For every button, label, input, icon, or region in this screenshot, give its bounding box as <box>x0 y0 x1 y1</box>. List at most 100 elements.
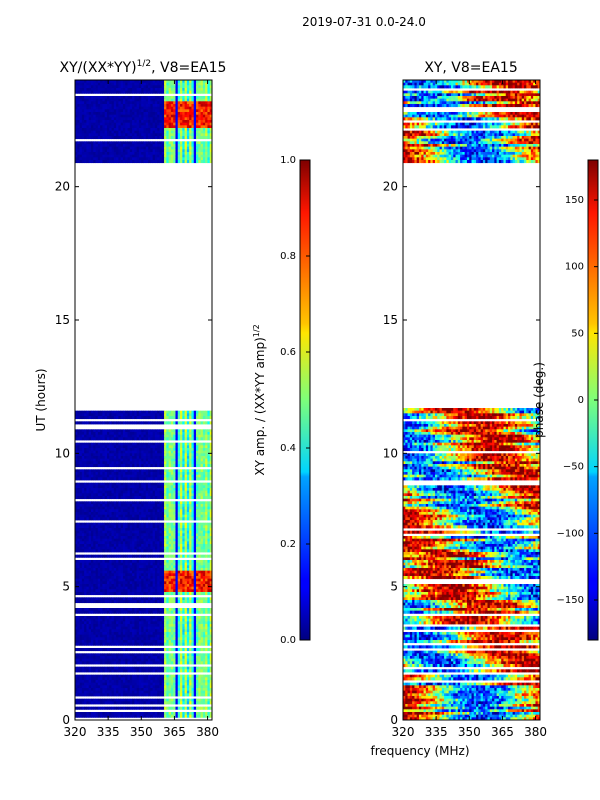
heatmap-cell <box>109 157 112 161</box>
heatmap-cell <box>141 80 144 84</box>
heatmap-cell <box>125 125 128 129</box>
heatmap-cell <box>191 514 195 518</box>
heatmap-cell <box>170 122 174 126</box>
heatmap-cell <box>79 101 83 105</box>
heatmap-cell <box>205 525 208 529</box>
heatmap-cell <box>106 560 110 564</box>
heatmap-cell <box>166 504 170 508</box>
heatmap-cell <box>145 568 149 572</box>
heatmap-cell <box>143 509 147 513</box>
heatmap-cell <box>88 128 92 132</box>
heatmap-cell <box>180 133 183 137</box>
heatmap-cell <box>113 456 117 460</box>
heatmap-cell <box>129 437 133 441</box>
heatmap-cell <box>102 125 106 129</box>
heatmap-cell <box>170 533 174 537</box>
heatmap-cell <box>205 429 208 433</box>
heatmap-cell <box>97 538 101 542</box>
heatmap-cell <box>122 141 126 145</box>
heatmap-cell <box>196 101 199 105</box>
heatmap-cell <box>122 546 126 550</box>
heatmap-cell <box>164 546 167 550</box>
heatmap-cell <box>161 106 165 110</box>
heatmap-cell <box>109 90 112 94</box>
heatmap-cell <box>168 546 172 550</box>
heatmap-cell <box>125 538 128 542</box>
heatmap-cell <box>189 413 192 417</box>
heatmap-cell <box>90 506 94 510</box>
heatmap-cell <box>202 90 206 94</box>
heatmap-cell <box>177 157 181 161</box>
heatmap-cell <box>122 461 126 465</box>
heatmap-cell <box>136 544 140 548</box>
heatmap-cell <box>100 464 103 468</box>
heatmap-cell <box>189 541 192 545</box>
heatmap-cell <box>177 536 181 540</box>
heatmap-cell <box>164 80 167 84</box>
heatmap-cell <box>143 445 147 449</box>
heatmap-cell <box>88 101 92 105</box>
heatmap-cell <box>175 149 179 153</box>
heatmap-cell <box>168 474 172 478</box>
heatmap-cell <box>198 506 201 510</box>
heatmap-cell <box>207 576 211 580</box>
heatmap-cell <box>164 576 167 580</box>
heatmap-cell <box>143 573 147 577</box>
heatmap-cell <box>120 101 124 105</box>
heatmap-cell <box>109 85 112 89</box>
heatmap-cell <box>100 477 103 481</box>
heatmap-cell <box>75 568 78 572</box>
heatmap-cell <box>138 120 142 124</box>
heatmap-cell <box>120 509 124 513</box>
heatmap-cell <box>173 109 176 113</box>
heatmap-cell <box>161 448 165 452</box>
heatmap-cell <box>205 504 208 508</box>
heatmap-cell <box>196 434 199 438</box>
heatmap-cell <box>88 146 92 150</box>
heatmap-cell <box>209 512 212 516</box>
heatmap-cell <box>88 512 92 516</box>
heatmap-cell <box>75 509 78 513</box>
heatmap-cell <box>86 456 90 460</box>
heatmap-cell <box>136 450 140 454</box>
heatmap-cell <box>129 117 133 121</box>
heatmap-cell <box>170 104 174 108</box>
heatmap-cell <box>97 437 101 441</box>
heatmap-cell <box>111 578 115 582</box>
heatmap-cell <box>122 450 126 454</box>
heatmap-cell <box>182 541 185 545</box>
heatmap-cell <box>132 448 135 452</box>
heatmap-cell <box>79 144 83 148</box>
heatmap-cell <box>75 410 78 414</box>
heatmap-cell <box>120 541 124 545</box>
heatmap-cell <box>116 80 119 84</box>
heatmap-cell <box>134 128 138 132</box>
heatmap-cell <box>141 130 144 134</box>
heatmap-cell <box>182 485 185 489</box>
heatmap-cell <box>177 578 181 582</box>
heatmap-cell <box>207 506 211 510</box>
heatmap-cell <box>86 98 90 102</box>
heatmap-cell <box>189 432 192 436</box>
heatmap-cell <box>191 482 195 486</box>
heatmap-cell <box>207 154 211 158</box>
heatmap-cell <box>129 458 133 462</box>
heatmap-cell <box>191 525 195 529</box>
heatmap-cell <box>175 528 179 532</box>
heatmap-cell <box>148 578 151 582</box>
heatmap-cell <box>154 477 158 481</box>
heatmap-cell <box>150 525 154 529</box>
heatmap-cell <box>84 576 87 580</box>
heatmap-cell <box>150 85 154 89</box>
heatmap-cell <box>118 106 122 110</box>
heatmap-cell <box>143 538 147 542</box>
heatmap-cell <box>173 546 176 550</box>
heatmap-cell <box>148 562 151 566</box>
heatmap-cell <box>118 493 122 497</box>
heatmap-cell <box>134 546 138 550</box>
heatmap-cell <box>86 530 90 534</box>
heatmap-cell <box>120 477 124 481</box>
heatmap-cell <box>81 522 85 526</box>
heatmap-cell <box>196 130 199 134</box>
heatmap-cell <box>93 482 96 486</box>
